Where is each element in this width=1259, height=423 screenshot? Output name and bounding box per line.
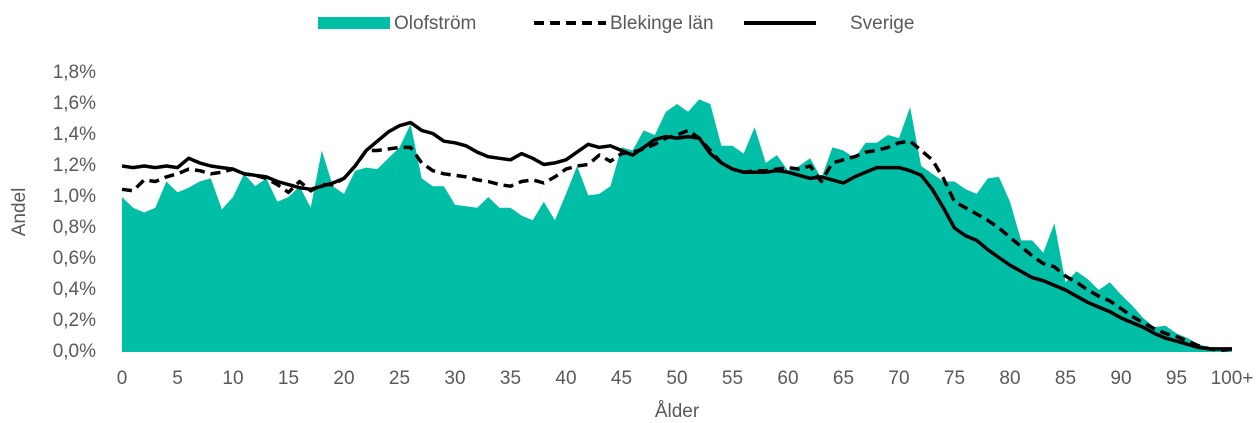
x-tick-label: 45 — [611, 368, 632, 389]
y-tick-label: 1,6% — [53, 93, 96, 114]
x-tick-label: 30 — [444, 368, 465, 389]
x-tick-label: 80 — [999, 368, 1020, 389]
x-tick-label: 90 — [1110, 368, 1131, 389]
y-axis-label: Andel — [9, 188, 30, 237]
x-tick-label: 5 — [172, 368, 183, 389]
x-tick-label: 70 — [888, 368, 909, 389]
legend-swatch — [318, 17, 390, 29]
y-tick-label: 1,2% — [53, 155, 96, 176]
y-tick-label: 0,2% — [53, 310, 96, 331]
y-tick-label: 0,8% — [53, 217, 96, 238]
y-tick-label: 1,8% — [53, 62, 96, 83]
x-tick-label: 50 — [666, 368, 687, 389]
x-tick-label: 60 — [777, 368, 798, 389]
legend-label: Olofström — [394, 13, 476, 34]
legend-label: Blekinge län — [610, 13, 714, 34]
x-tick-label: 100+ — [1211, 368, 1254, 389]
x-tick-label: 40 — [555, 368, 576, 389]
x-tick-label: 65 — [833, 368, 854, 389]
y-tick-label: 0,0% — [53, 341, 96, 362]
line — [121, 120, 1232, 351]
x-tick-label: 55 — [722, 368, 743, 389]
x-tick-label: 75 — [944, 368, 965, 389]
legend-label: Sverige — [850, 13, 914, 34]
y-tick-label: 1,4% — [53, 124, 96, 145]
x-axis-label: Ålder — [655, 401, 700, 422]
y-tick-label: 1,0% — [53, 186, 96, 207]
x-tick-label: 15 — [278, 368, 299, 389]
x-tick-label: 35 — [500, 368, 521, 389]
y-tick-label: 0,4% — [53, 279, 96, 300]
x-tick-label: 25 — [389, 368, 410, 389]
x-tick-label: 10 — [222, 368, 243, 389]
x-tick-label: 85 — [1055, 368, 1076, 389]
y-tick-label: 0,6% — [53, 248, 96, 269]
area — [122, 99, 1232, 353]
x-tick-label: 20 — [333, 368, 354, 389]
x-tick-label: 95 — [1166, 368, 1187, 389]
x-tick-label: 0 — [117, 368, 128, 389]
